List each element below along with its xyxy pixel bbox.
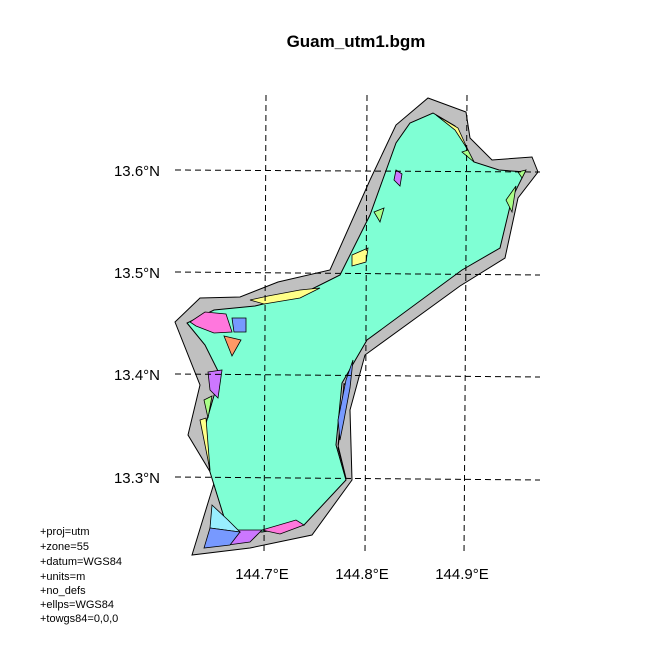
lat-label-13-6: 13.6°N — [114, 163, 160, 180]
projection-info: +proj=utm +zone=55 +datum=WGS84 +units=m… — [40, 526, 122, 625]
violet-patch-ne — [393, 169, 403, 187]
green-patch-ne — [373, 207, 385, 223]
lon-label-144-7: 144.7°E — [235, 566, 289, 583]
violet-patch-west — [207, 369, 223, 399]
yellow-patch-west — [249, 287, 321, 305]
salmon-patch-harbor — [223, 335, 242, 357]
map-title: Guam_utm1.bgm — [287, 32, 426, 51]
pink-patch-south — [261, 519, 305, 535]
lat-label-13-4: 13.4°N — [114, 367, 160, 384]
proj-line: +zone=55 — [40, 541, 89, 553]
lon-label-144-8: 144.8°E — [335, 566, 389, 583]
lat-label-13-5: 13.5°N — [114, 265, 160, 282]
lat-label-13-3: 13.3°N — [114, 470, 160, 487]
green-patch-east — [505, 185, 517, 214]
proj-line: +no_defs — [40, 585, 86, 597]
green-patch-west — [203, 395, 213, 419]
lon-label-144-9: 144.9°E — [435, 566, 489, 583]
proj-line: +ellps=WGS84 — [40, 599, 114, 611]
blue-patch-harbor — [231, 317, 247, 333]
proj-line: +proj=utm — [40, 526, 90, 538]
blue-patch-south — [203, 527, 241, 549]
gridline-lat-13-4 — [174, 373, 541, 378]
graticule — [174, 94, 541, 556]
blue-patch-east — [337, 359, 354, 441]
yellow-patch-sw — [199, 417, 211, 471]
proj-line: +units=m — [40, 571, 85, 583]
green-patch-north — [461, 149, 475, 163]
gridline-lat-13-5 — [174, 271, 541, 276]
proj-line: +towgs84=0,0,0 — [40, 613, 118, 625]
gridline-lon-144-9 — [463, 94, 468, 556]
proj-line: +datum=WGS84 — [40, 556, 122, 568]
gridline-lon-144-7 — [263, 94, 267, 556]
fringing-patches — [189, 114, 527, 549]
pink-patch-harbor — [189, 311, 233, 334]
gridline-lat-13-6 — [174, 169, 541, 173]
gridline-lat-13-3 — [174, 476, 541, 481]
yellow-patch-mid — [351, 247, 369, 267]
